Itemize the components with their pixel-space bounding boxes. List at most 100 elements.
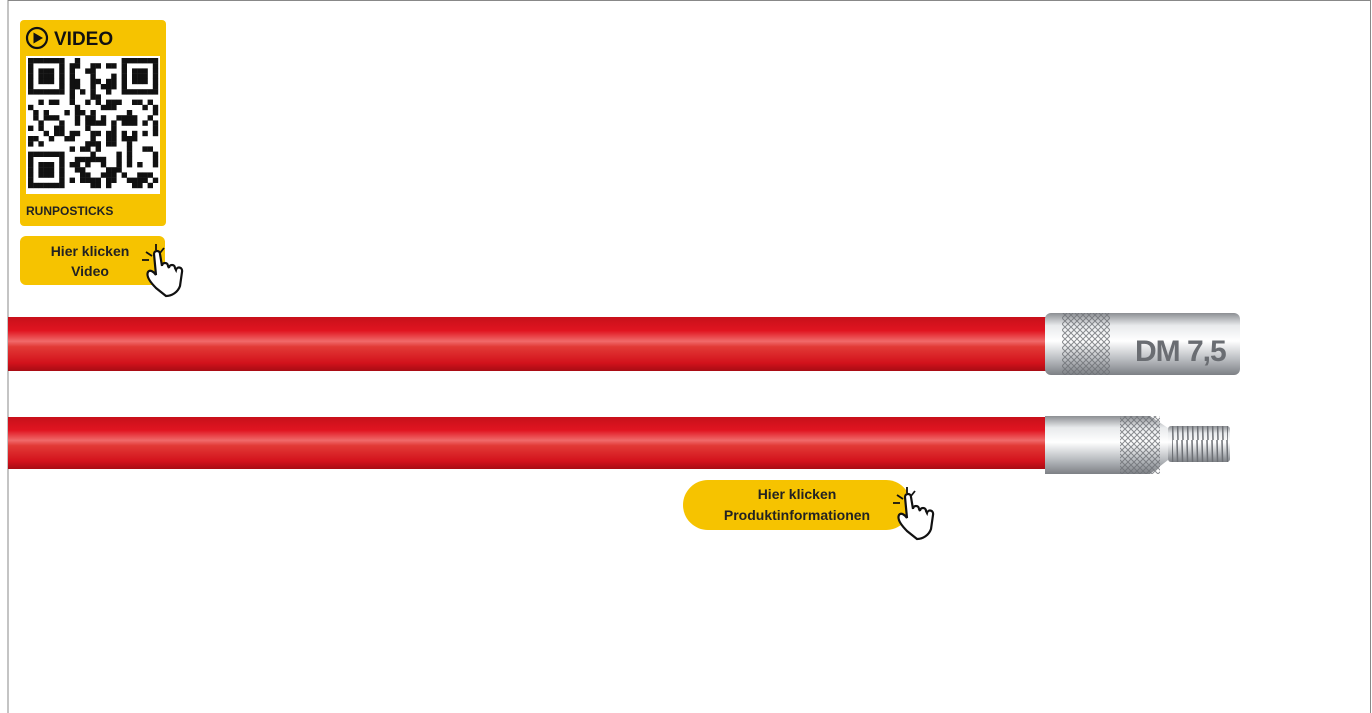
qr-module [96, 94, 101, 99]
qr-module [101, 105, 106, 110]
qr-module [49, 172, 54, 177]
qr-module [153, 120, 158, 125]
qr-module [54, 89, 59, 94]
qr-module [70, 162, 75, 167]
qr-module [132, 100, 137, 105]
qr-module [44, 162, 49, 167]
rod-sleeve: DM 7,5 [8, 313, 1240, 375]
qr-module [137, 89, 142, 94]
qr-module [90, 120, 95, 125]
qr-module [96, 131, 101, 136]
button-line1: Hier klicken [51, 243, 130, 259]
qr-module [28, 162, 33, 167]
qr-module [132, 89, 137, 94]
qr-module [85, 68, 90, 73]
qr-module [90, 141, 95, 146]
qr-module [153, 126, 158, 131]
qr-module [142, 68, 147, 73]
qr-module [38, 79, 43, 84]
rod-thread [8, 416, 1230, 474]
qr-module [116, 162, 121, 167]
qr-module [38, 120, 43, 125]
qr-module [49, 136, 54, 141]
qr-module [59, 172, 64, 177]
qr-module [132, 136, 137, 141]
qr-module [33, 152, 38, 157]
qr-module [148, 183, 153, 188]
qr-module [38, 141, 43, 146]
qr-module [54, 152, 59, 157]
qr-module [28, 141, 33, 146]
qr-module [127, 89, 132, 94]
qr-module [122, 172, 127, 177]
button-line1: Hier klicken [758, 486, 837, 502]
qr-module [142, 131, 147, 136]
qr-module [127, 141, 132, 146]
video-badge[interactable]: VIDEO RUNPOSTICKS [20, 20, 166, 226]
qr-module [122, 115, 127, 120]
qr-module [44, 131, 49, 136]
qr-module [59, 157, 64, 162]
qr-module [28, 79, 33, 84]
qr-module [96, 120, 101, 125]
qr-module [49, 115, 54, 120]
qr-module [116, 152, 121, 157]
qr-module [90, 178, 95, 183]
qr-module [90, 110, 95, 115]
qr-module [70, 131, 75, 136]
qr-module [75, 131, 80, 136]
qr-module [54, 183, 59, 188]
qr-module [111, 84, 116, 89]
qr-module [142, 105, 147, 110]
qr-module [90, 157, 95, 162]
qr-module [96, 63, 101, 68]
qr-module [122, 120, 127, 125]
qr-module [116, 167, 121, 172]
qr-module [153, 178, 158, 183]
qr-module [148, 89, 153, 94]
qr-module [28, 74, 33, 79]
qr-module [142, 178, 147, 183]
qr-module [85, 120, 90, 125]
qr-module [28, 167, 33, 172]
qr-module [153, 63, 158, 68]
qr-module [153, 110, 158, 115]
qr-module [38, 58, 43, 63]
qr-module [142, 146, 147, 151]
qr-module [54, 131, 59, 136]
qr-module [75, 167, 80, 172]
qr-module [96, 100, 101, 105]
qr-module [44, 183, 49, 188]
qr-module [38, 162, 43, 167]
qr-module [111, 105, 116, 110]
qr-module [59, 162, 64, 167]
qr-module [70, 63, 75, 68]
qr-module [137, 68, 142, 73]
qr-module [75, 110, 80, 115]
qr-module [106, 172, 111, 177]
qr-module [80, 178, 85, 183]
qr-module [96, 141, 101, 146]
qr-module [132, 68, 137, 73]
qr-module [80, 167, 85, 172]
qr-module [85, 141, 90, 146]
qr-module [106, 100, 111, 105]
qr-module [38, 89, 43, 94]
video-button[interactable]: Hier klicken Video [20, 236, 182, 296]
qr-module [153, 131, 158, 136]
qr-module [54, 58, 59, 63]
qr-module [122, 136, 127, 141]
info-button[interactable]: Hier klicken Produktinformationen [683, 480, 933, 539]
qr-module [38, 74, 43, 79]
qr-module [122, 79, 127, 84]
qr-module [127, 178, 132, 183]
qr-module [70, 136, 75, 141]
qr-module [70, 94, 75, 99]
qr-module [28, 68, 33, 73]
qr-module [90, 183, 95, 188]
qr-module [75, 157, 80, 162]
qr-module [111, 136, 116, 141]
qr-module [127, 146, 132, 151]
qr-module [111, 120, 116, 125]
qr-module [28, 178, 33, 183]
